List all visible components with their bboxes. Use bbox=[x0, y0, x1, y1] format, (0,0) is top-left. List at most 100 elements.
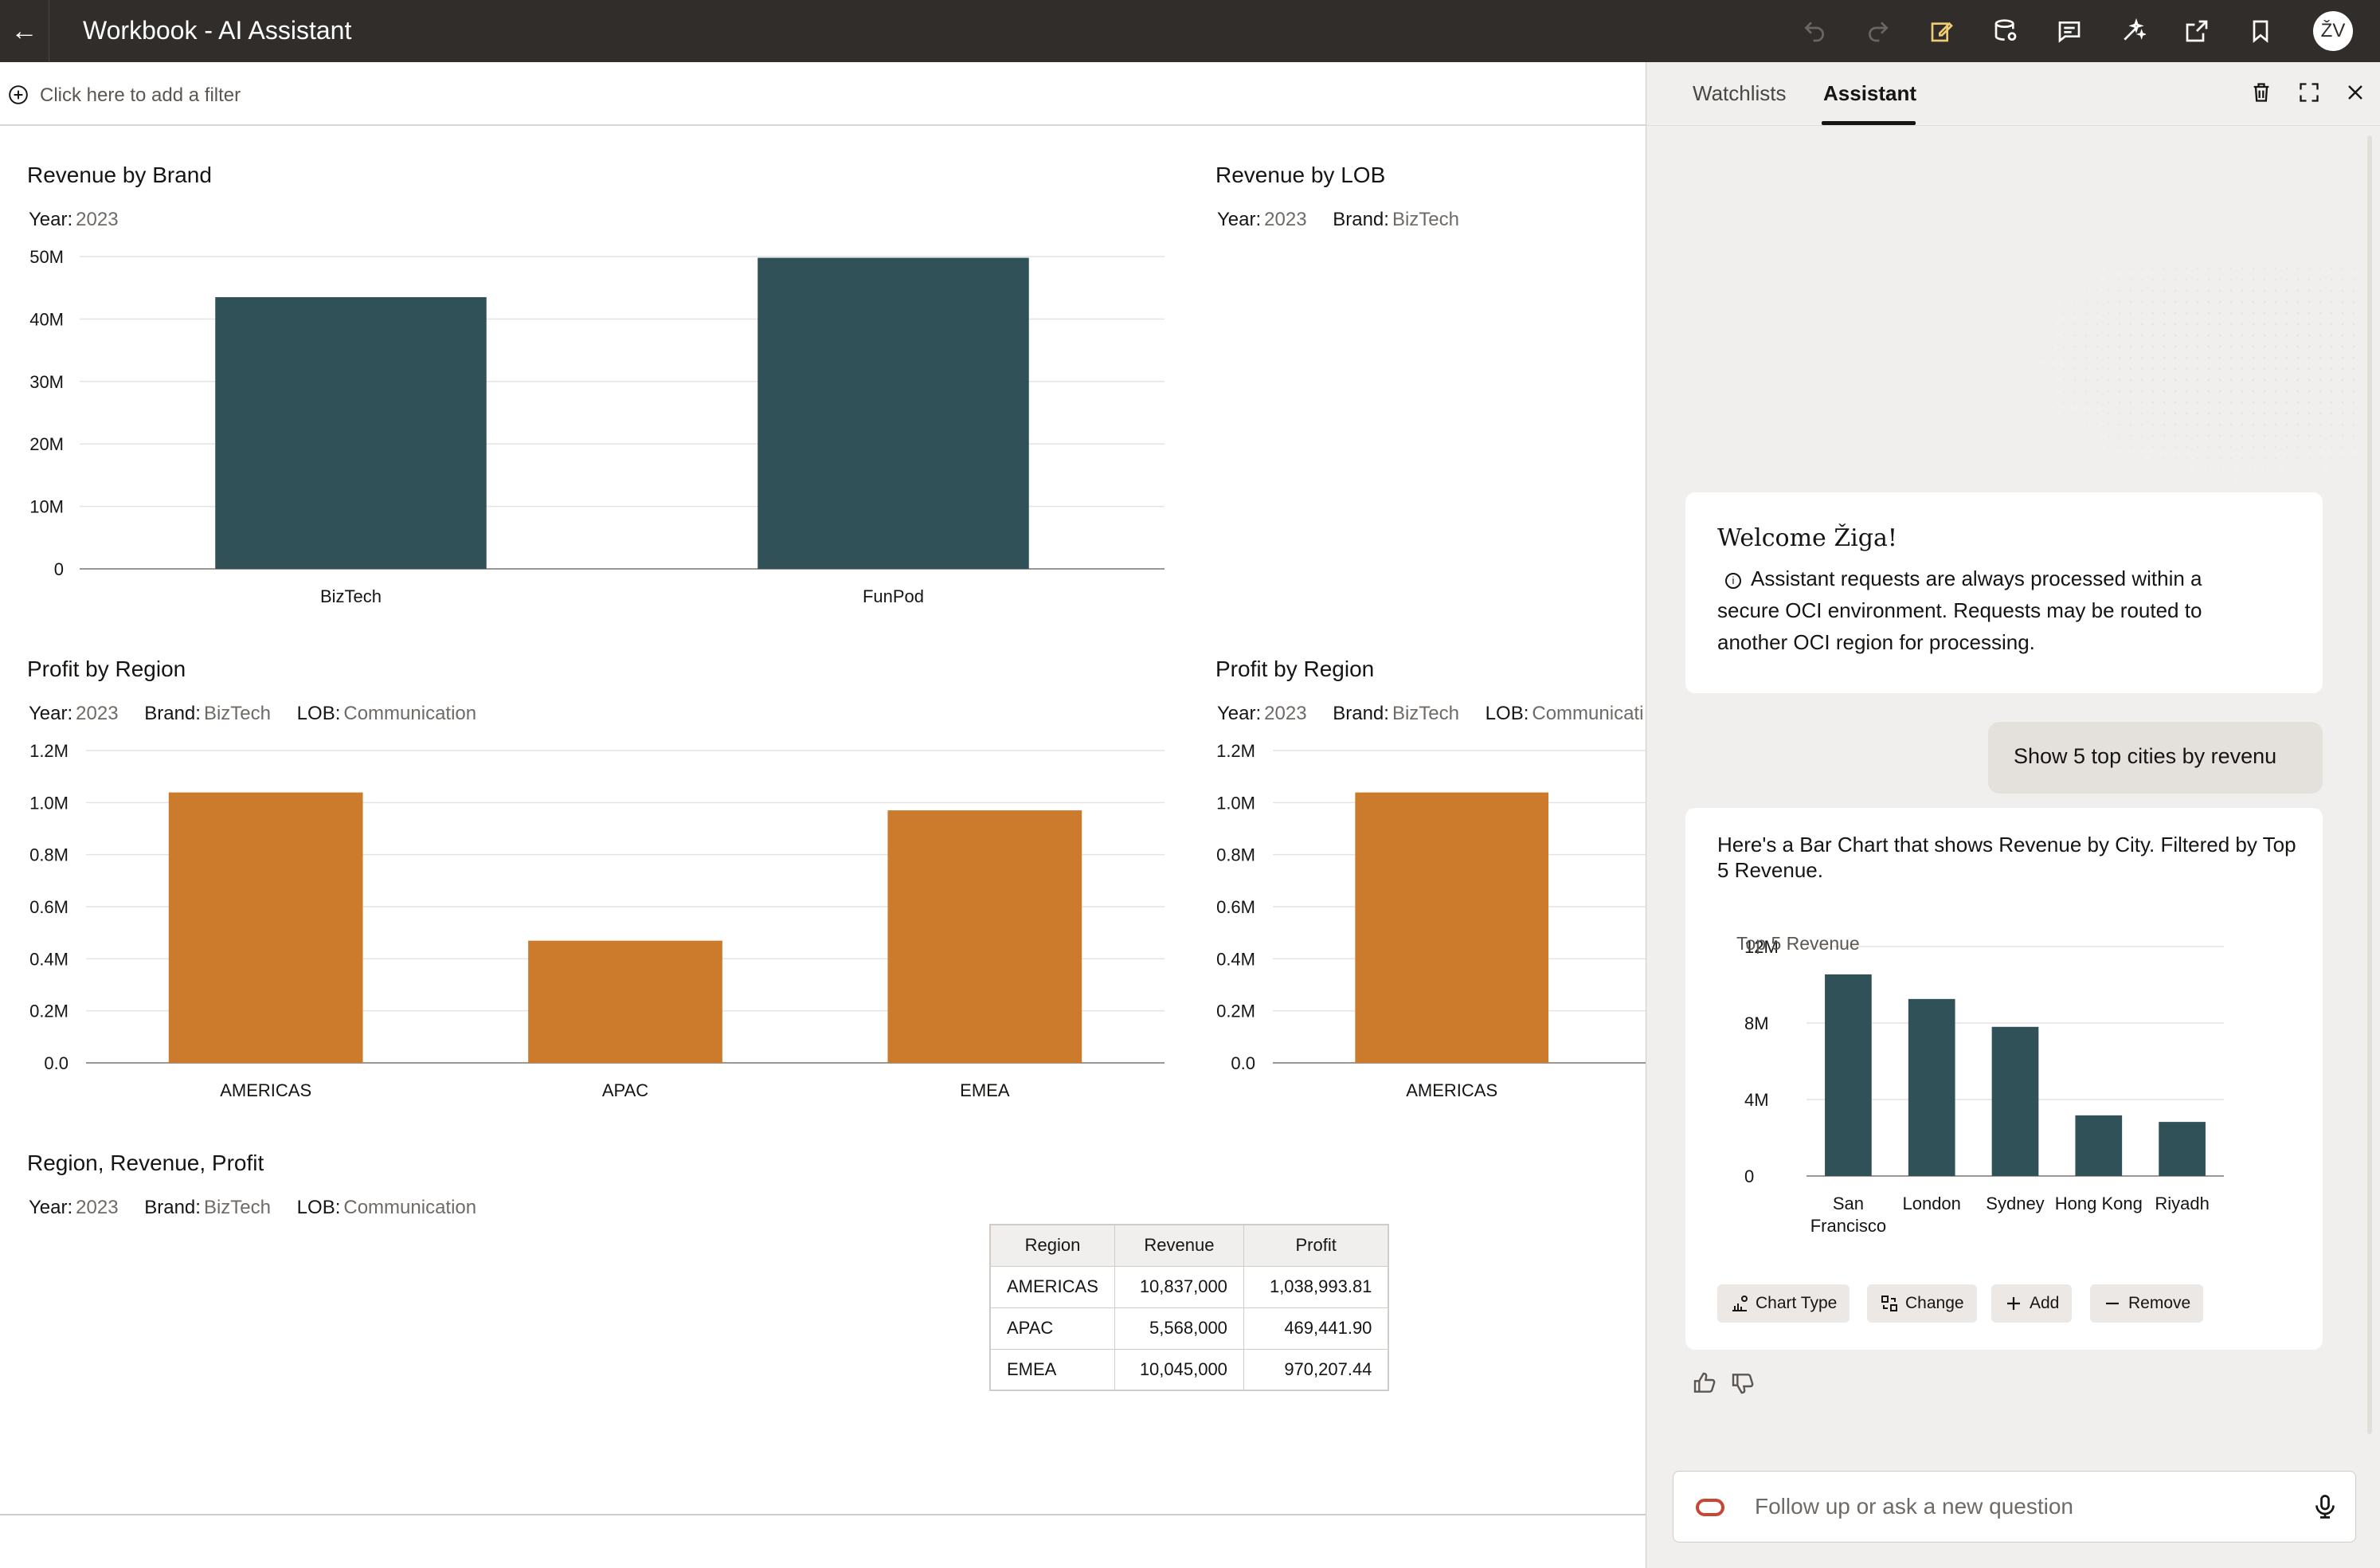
comment-icon bbox=[2058, 22, 2081, 43]
filter-key: Year: bbox=[1217, 209, 1262, 230]
bar[interactable] bbox=[887, 810, 1082, 1063]
canvas-footer-divider bbox=[0, 1514, 1646, 1515]
question-input-box[interactable] bbox=[1673, 1471, 2356, 1543]
bar[interactable] bbox=[215, 296, 487, 569]
viz-title-revenue-by-lob: Revenue by LOB bbox=[1215, 163, 1386, 187]
add-filter-label[interactable]: Click here to add a filter bbox=[40, 84, 241, 106]
y-tick-label: 0.0 bbox=[44, 1053, 69, 1073]
comment-button[interactable] bbox=[2053, 15, 2085, 47]
workbook-title: Workbook - AI Assistant bbox=[83, 16, 352, 45]
redo-button[interactable] bbox=[1862, 15, 1894, 47]
data-button[interactable] bbox=[1990, 15, 2022, 47]
bookmark-button[interactable] bbox=[2245, 15, 2276, 47]
y-tick-label: 30M bbox=[29, 372, 64, 392]
response-text: Here's a Bar Chart that shows Revenue by… bbox=[1717, 833, 2296, 882]
y-tick-label: 4M bbox=[1744, 1090, 1769, 1110]
x-tick-label: EMEA bbox=[960, 1080, 1010, 1100]
region-revenue-profit-table[interactable]: Region Revenue Profit AMERICAS 10,837,00… bbox=[989, 1224, 1390, 1391]
column-header[interactable]: Region bbox=[989, 1224, 1115, 1267]
y-tick-label: 0.8M bbox=[29, 845, 69, 865]
filter-value: Communication bbox=[343, 703, 477, 724]
viz-filters: Year: 2023 Brand: BizTech bbox=[1217, 209, 1480, 231]
filter-value: BizTech bbox=[203, 1197, 271, 1218]
x-tick-label: San bbox=[1833, 1194, 1864, 1213]
bar[interactable] bbox=[168, 792, 363, 1063]
edit-button[interactable] bbox=[1926, 15, 1958, 47]
table-cell: AMERICAS bbox=[989, 1265, 1115, 1308]
filter-bar[interactable]: Click here to add a filter bbox=[0, 62, 1646, 126]
bar[interactable] bbox=[1825, 974, 1872, 1176]
chip-label: Chart Type bbox=[1756, 1294, 1838, 1312]
viz-filters: Year: 2023 Brand: BizTech LOB: Communicatio… bbox=[29, 703, 497, 725]
y-tick-label: 1.2M bbox=[29, 741, 69, 761]
viz-filters: Year: 2023 Brand: BizTech LOB: Communicatio bbox=[1217, 703, 1644, 725]
x-tick-label: BizTech bbox=[320, 586, 382, 606]
filter-key: LOB: bbox=[296, 1197, 341, 1218]
y-tick-label: 0.4M bbox=[1216, 949, 1255, 969]
change-button[interactable]: Change bbox=[1867, 1284, 1977, 1323]
bar[interactable] bbox=[2075, 1115, 2123, 1176]
bar[interactable] bbox=[2159, 1122, 2206, 1176]
table-row[interactable]: AMERICAS 10,837,000 1,038,993.81 bbox=[989, 1265, 1389, 1308]
close-panel-button[interactable] bbox=[2341, 78, 2370, 107]
y-tick-label: 0.0 bbox=[1231, 1053, 1255, 1073]
filter-key: LOB: bbox=[1485, 703, 1529, 724]
y-tick-label: 20M bbox=[29, 434, 64, 454]
redo-icon bbox=[1869, 22, 1889, 42]
remove-button[interactable]: Remove bbox=[2090, 1284, 2204, 1323]
viz-filters: Year: 2023 Brand: BizTech LOB: Communicatio… bbox=[29, 1197, 497, 1219]
profit-by-region-chart[interactable]: 0.0 0.2M 0.4M 0.6M 0.8M 1.0M 1.2M AMERICAS APAC E… bbox=[0, 733, 1179, 1115]
user-message-bubble: Show 5 top cities by revenu bbox=[1988, 722, 2323, 794]
bar[interactable] bbox=[528, 940, 722, 1063]
welcome-title: Welcome Žiga! bbox=[1717, 524, 1897, 552]
table-cell: APAC bbox=[989, 1307, 1115, 1350]
add-filter-icon[interactable] bbox=[8, 84, 29, 105]
x-tick-label: London bbox=[1902, 1194, 1960, 1213]
question-input[interactable] bbox=[1755, 1488, 2265, 1526]
bar[interactable] bbox=[757, 257, 1029, 569]
table-cell: 469,441.90 bbox=[1243, 1307, 1389, 1350]
filter-value: BizTech bbox=[203, 703, 271, 724]
x-tick-label: APAC bbox=[602, 1080, 648, 1100]
microphone-icon[interactable] bbox=[2311, 1492, 2339, 1521]
y-tick-label: 0.6M bbox=[29, 897, 69, 917]
add-button[interactable]: Add bbox=[1991, 1284, 2073, 1323]
avatar[interactable]: ŽV bbox=[2313, 11, 2353, 51]
chip-label: Change bbox=[1905, 1294, 1964, 1312]
table-row[interactable]: APAC 5,568,000 469,441.90 bbox=[989, 1307, 1389, 1350]
top-5-revenue-chart[interactable]: 0 4M 8M 12M San Francisco London Sydney Hong Kon… bbox=[1705, 916, 2294, 1251]
x-tick-label: Francisco bbox=[1810, 1216, 1886, 1236]
filter-key: Year: bbox=[29, 209, 73, 230]
tab-assistant[interactable]: Assistant bbox=[1823, 81, 1917, 105]
expand-panel-button[interactable] bbox=[2295, 78, 2323, 107]
panel-scrollbar[interactable] bbox=[2367, 135, 2372, 1434]
decorative-dot-pattern bbox=[1991, 263, 2358, 502]
column-header[interactable]: Revenue bbox=[1114, 1224, 1244, 1267]
filter-key: Year: bbox=[29, 1197, 73, 1218]
y-tick-label: 1.0M bbox=[1216, 793, 1255, 813]
bar[interactable] bbox=[1908, 998, 1955, 1176]
y-tick-label: 0.4M bbox=[29, 949, 69, 969]
profit-by-region-chart-2[interactable]: 0.0 0.2M 0.4M 0.6M 0.8M 1.0M 1.2M AMERICAS bbox=[1187, 733, 1646, 1115]
thumbs-up-icon[interactable] bbox=[1692, 1370, 1717, 1396]
filter-value: Communication bbox=[343, 1197, 477, 1218]
auto-insights-button[interactable] bbox=[2117, 15, 2149, 47]
thumbs-down-icon[interactable] bbox=[1730, 1370, 1756, 1396]
bar[interactable] bbox=[1991, 1026, 2039, 1176]
x-tick-label: Sydney bbox=[1986, 1194, 2044, 1213]
undo-button[interactable] bbox=[1799, 15, 1830, 47]
chart-type-button[interactable]: Chart Type bbox=[1717, 1284, 1850, 1323]
table-row[interactable]: EMEA 10,045,000 970,207.44 bbox=[989, 1348, 1389, 1391]
clear-chat-button[interactable] bbox=[2247, 78, 2276, 107]
filter-key: Year: bbox=[1217, 703, 1262, 724]
column-header[interactable]: Profit bbox=[1243, 1224, 1389, 1267]
export-button[interactable] bbox=[2181, 15, 2213, 47]
top-bar: ← Workbook - AI Assistant ŽV bbox=[0, 0, 2380, 62]
revenue-by-brand-chart[interactable]: 0 10M 20M 30M 40M 50M BizTech FunPod bbox=[0, 239, 1179, 621]
tab-watchlists[interactable]: Watchlists bbox=[1693, 81, 1787, 105]
filter-value: 2023 bbox=[1264, 703, 1307, 724]
assistant-panel-header: Watchlists Assistant bbox=[1646, 62, 2380, 126]
back-button[interactable]: ← bbox=[0, 0, 49, 62]
revenue-by-lob-pie-chart[interactable] bbox=[1625, 351, 1646, 510]
bar[interactable] bbox=[1355, 792, 1548, 1063]
